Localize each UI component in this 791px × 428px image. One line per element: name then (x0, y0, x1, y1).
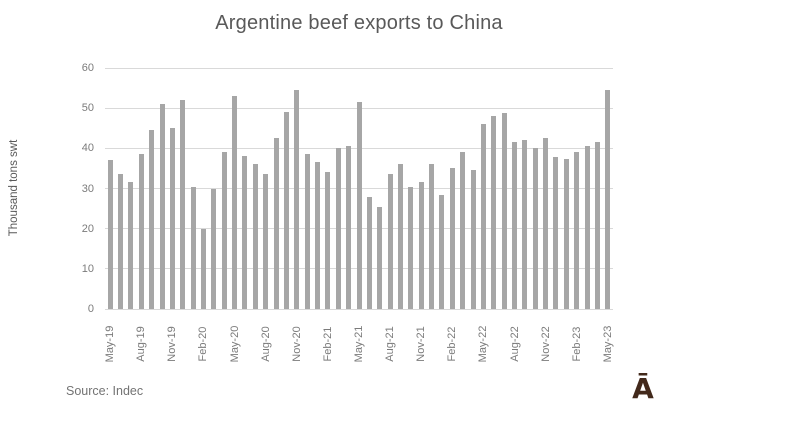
x-tick-label: Feb-22 (446, 326, 459, 362)
x-tick-label: Nov-20 (290, 326, 303, 362)
bar-Oct-19 (159, 104, 165, 309)
y-tick-label: 0 (87, 303, 94, 315)
x-tick-label: May-21 (353, 325, 365, 363)
x-tick-label: May-22 (477, 325, 490, 363)
bar-Jun-20 (242, 156, 248, 309)
gridline (105, 308, 613, 310)
bar-Aug-22 (512, 142, 517, 309)
bar-Jun-19 (118, 174, 124, 309)
x-tick-label: Aug-20 (259, 326, 272, 362)
bar-Aug-20 (263, 174, 269, 309)
x-tick-label: Nov-19 (166, 326, 179, 362)
bar-Apr-22 (470, 170, 476, 309)
y-tick-label: 30 (81, 182, 94, 195)
gridline (105, 67, 613, 69)
bar-Apr-21 (346, 146, 352, 309)
bar-Apr-23 (594, 141, 600, 309)
bar-Jul-20 (252, 164, 258, 309)
x-tick-label: Aug-21 (384, 326, 397, 362)
bar-Sep-21 (397, 164, 403, 309)
bar-Jul-21 (377, 206, 383, 309)
bar-Aug-21 (387, 174, 393, 309)
bar-May-23 (605, 90, 611, 309)
bar-May-21 (356, 102, 362, 309)
chart-title: Argentine beef exports to China (215, 12, 503, 34)
bar-Jan-23 (563, 158, 569, 309)
bar-May-22 (480, 124, 486, 309)
bar-Jun-22 (491, 116, 497, 309)
bar-Feb-20 (200, 229, 206, 309)
bar-Feb-23 (574, 152, 580, 309)
x-tick-label: Feb-23 (570, 326, 583, 362)
bar-Oct-20 (283, 112, 289, 309)
x-tick-label: Nov-21 (415, 326, 428, 362)
y-tick-label: 40 (81, 142, 94, 155)
bar-Nov-19 (169, 128, 175, 309)
bar-Mar-23 (584, 146, 590, 309)
bar-Mar-21 (335, 148, 341, 309)
brand-logo-a-macron: Ā (632, 372, 654, 405)
bar-Nov-22 (543, 138, 549, 309)
bar-Feb-22 (449, 168, 455, 309)
y-axis-title: Thousand tons swt (8, 139, 20, 237)
bar-Jun-21 (366, 196, 372, 309)
y-tick-label: 50 (81, 102, 94, 115)
bar-Jan-22 (439, 194, 445, 309)
x-tick-label: Feb-20 (197, 326, 210, 362)
bar-Mar-20 (211, 188, 217, 309)
plot-area (105, 67, 613, 310)
source-note: Source: Indec (66, 384, 144, 398)
bar-Aug-19 (138, 154, 144, 309)
bar-Mar-22 (460, 152, 466, 309)
bar-Dec-19 (180, 100, 186, 309)
x-tick-label: Aug-19 (135, 326, 148, 362)
bar-Nov-21 (418, 182, 424, 309)
bar-Oct-21 (408, 186, 414, 309)
bar-Feb-21 (325, 172, 331, 309)
bar-Jul-22 (501, 113, 507, 309)
bar-Jan-20 (190, 186, 196, 309)
bar-Oct-22 (532, 148, 538, 309)
y-tick-label: 10 (81, 262, 94, 275)
y-tick-label: 60 (81, 62, 94, 74)
x-tick-label: May-23 (601, 325, 614, 363)
bar-Jul-19 (128, 182, 134, 309)
x-tick-label: May-20 (228, 325, 241, 363)
bar-May-19 (107, 160, 113, 309)
bar-Dec-20 (304, 154, 310, 309)
bar-Sep-22 (522, 140, 528, 309)
bar-Jan-21 (315, 162, 321, 309)
bar-Sep-19 (149, 130, 155, 309)
x-tick-label: Feb-21 (321, 326, 334, 362)
bar-Nov-20 (294, 90, 300, 309)
x-tick-label: Aug-22 (508, 326, 521, 362)
bar-May-20 (232, 96, 238, 309)
bar-Sep-20 (273, 138, 279, 309)
x-tick-label: May-19 (104, 325, 117, 363)
x-tick-label: Nov-22 (539, 326, 552, 362)
bar-Dec-21 (429, 164, 435, 309)
y-tick-label: 20 (81, 222, 94, 235)
bar-Apr-20 (221, 152, 227, 309)
bar-Dec-22 (553, 157, 559, 309)
